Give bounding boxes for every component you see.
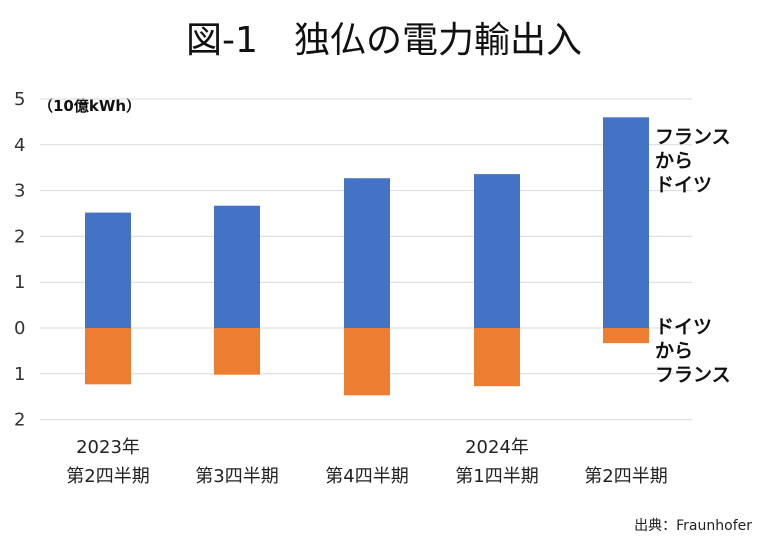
y-tick-label: 3 (14, 181, 25, 202)
y-tick-label: 5 (14, 89, 25, 110)
bar-france-to-germany (603, 117, 649, 328)
category-label: 第3四半期 (195, 466, 278, 487)
bar-france-to-germany (85, 212, 131, 328)
bar-germany-to-france (85, 328, 131, 385)
bars (85, 117, 649, 396)
category-label: 第1四半期 (455, 466, 538, 487)
y-axis-ticks: 5 4 3 2 1 0 1 2 (14, 89, 25, 431)
y-tick-label: 4 (14, 135, 25, 156)
chart-title: 図-1 独仏の電力輸出入 (186, 20, 582, 61)
bar-germany-to-france (344, 328, 390, 396)
category-label: 2023年 (76, 437, 140, 458)
series-label: フランス (655, 364, 731, 386)
source-note: 出典：Fraunhofer (634, 518, 752, 534)
y-tick-label: 1 (14, 364, 25, 385)
y-tick-label: 1 (14, 272, 25, 293)
bar-germany-to-france (603, 328, 649, 344)
series-label: から (655, 340, 693, 362)
series-label: から (655, 150, 693, 172)
series-label: ドイツ (655, 174, 712, 196)
bar-germany-to-france (474, 328, 520, 387)
series-label: ドイツ (655, 316, 712, 338)
category-label: 第4四半期 (325, 466, 408, 487)
category-label: 第2四半期 (584, 466, 667, 487)
y-tick-label: 0 (14, 318, 25, 339)
series-label: フランス (655, 126, 731, 148)
bar-france-to-germany (344, 178, 390, 328)
y-tick-label: 2 (14, 226, 25, 247)
unit-label: （10億kWh） (38, 97, 141, 115)
category-label: 第2四半期 (66, 466, 149, 487)
bar-france-to-germany (214, 205, 260, 328)
category-label: 2024年 (465, 437, 529, 458)
bar-germany-to-france (214, 328, 260, 375)
bar-france-to-germany (474, 174, 520, 328)
y-tick-label: 2 (14, 410, 25, 431)
